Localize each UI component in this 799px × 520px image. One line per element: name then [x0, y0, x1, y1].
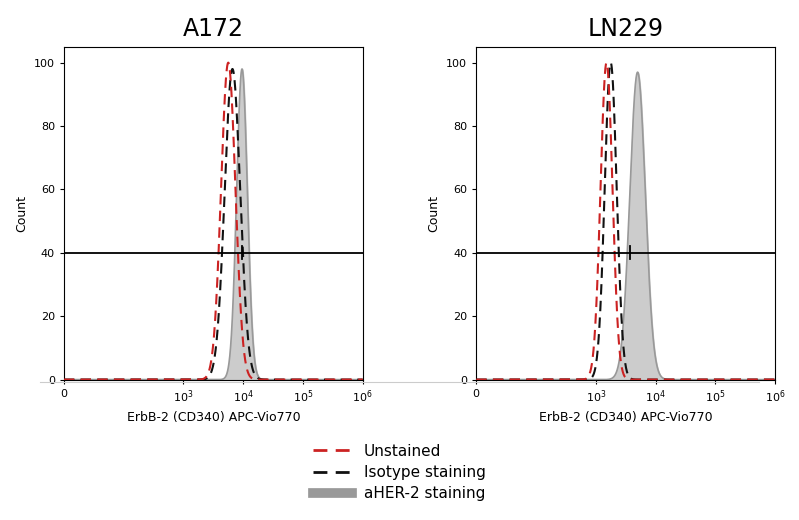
- Title: A172: A172: [183, 17, 244, 41]
- X-axis label: ErbB-2 (CD340) APC-Vio770: ErbB-2 (CD340) APC-Vio770: [539, 411, 713, 424]
- X-axis label: ErbB-2 (CD340) APC-Vio770: ErbB-2 (CD340) APC-Vio770: [126, 411, 300, 424]
- Title: LN229: LN229: [587, 17, 664, 41]
- Legend: Unstained, Isotype staining, aHER-2 staining: Unstained, Isotype staining, aHER-2 stai…: [308, 438, 491, 507]
- Y-axis label: Count: Count: [427, 194, 441, 232]
- Y-axis label: Count: Count: [15, 194, 28, 232]
